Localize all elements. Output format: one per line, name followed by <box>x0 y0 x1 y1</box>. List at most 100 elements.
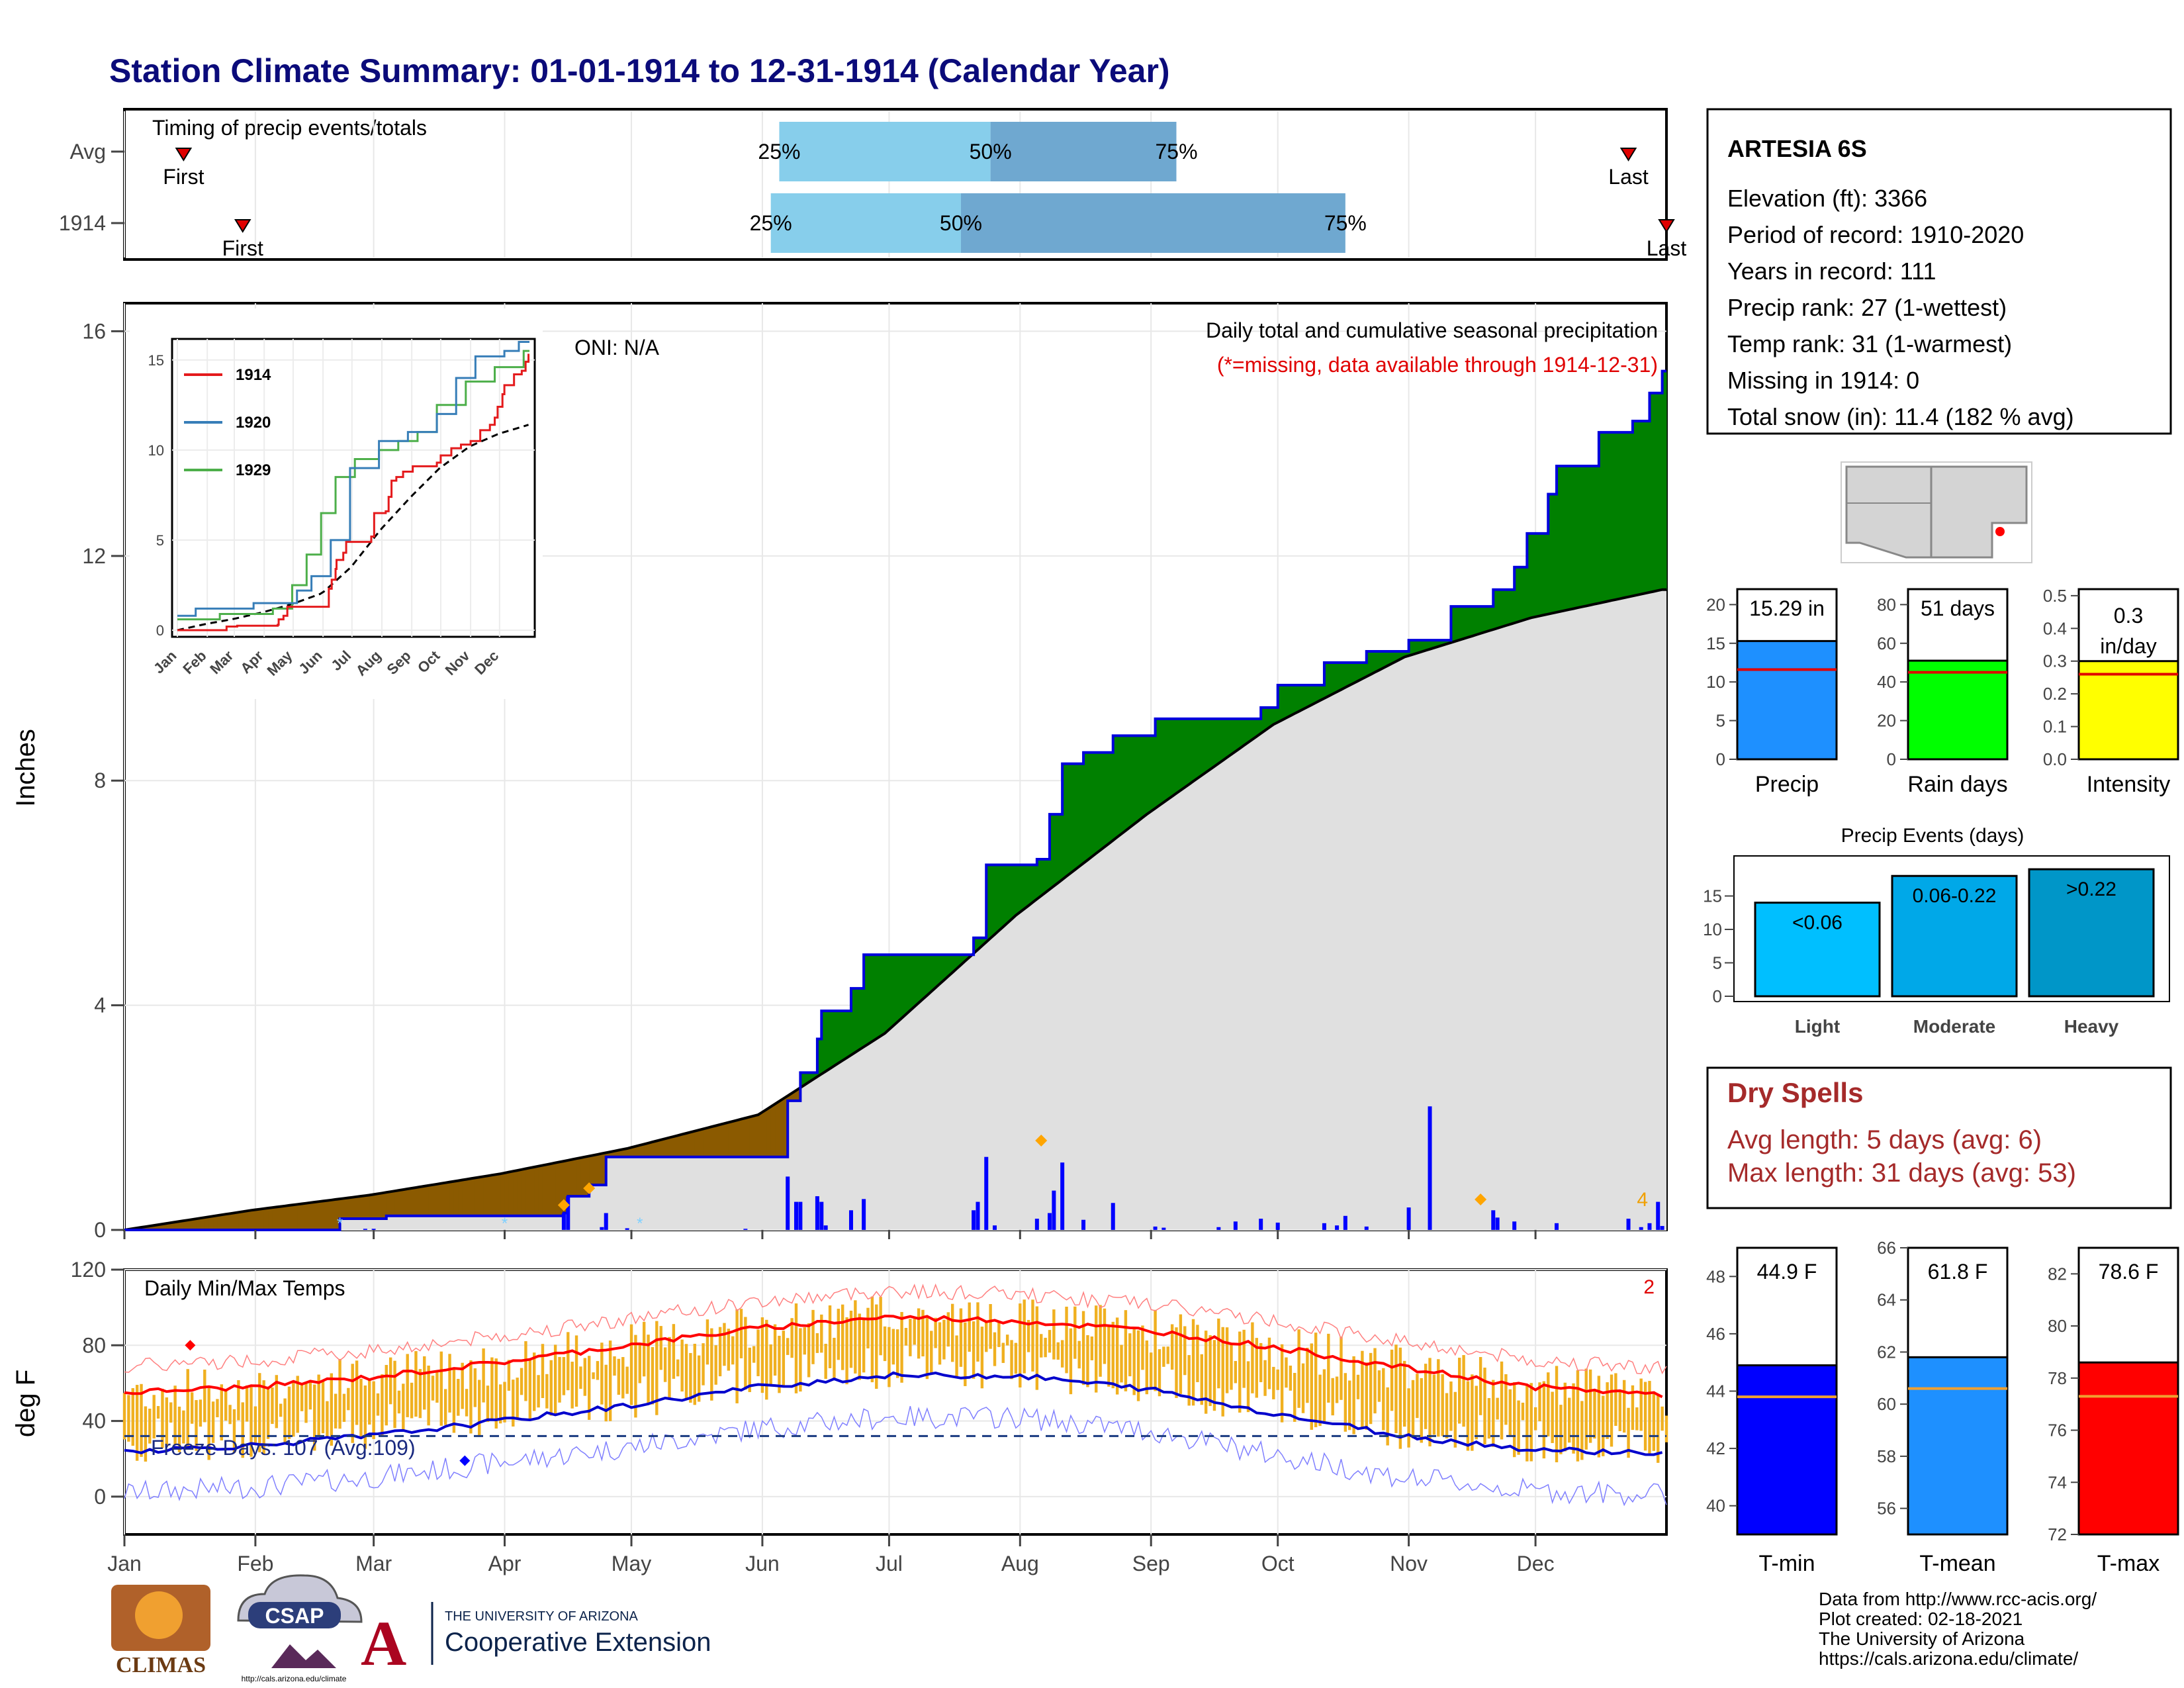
daily-temp-bar <box>553 1344 557 1414</box>
temp-stat-y-tick-label: 76 <box>2048 1421 2067 1440</box>
surplus-area <box>1539 533 1545 616</box>
surplus-area <box>910 955 915 1011</box>
daily-temp-bar <box>1348 1380 1351 1430</box>
surplus-area <box>1075 763 1080 870</box>
daily-temp-bar <box>1597 1376 1601 1458</box>
precip-y-tick-label: 12 <box>82 544 106 568</box>
surplus-area <box>1210 718 1215 770</box>
daily-temp-bar <box>195 1400 198 1451</box>
temp-stat-y-tick-label: 58 <box>1877 1446 1896 1466</box>
temp-stat-y-tick-label: 48 <box>1706 1266 1725 1286</box>
daily-temp-bar <box>1128 1333 1132 1377</box>
daily-temp-bar <box>156 1406 160 1419</box>
daily-temp-bar <box>989 1304 992 1349</box>
surplus-area <box>859 988 864 1050</box>
daily-temp-bar <box>1230 1343 1233 1390</box>
daily-temp-bar <box>1208 1335 1212 1407</box>
surplus-area <box>1565 466 1570 611</box>
temp-stat-value-label: 44.9 F <box>1757 1260 1817 1284</box>
month-label: Apr <box>488 1552 522 1575</box>
stat-y-tick-label: 10 <box>1706 672 1725 692</box>
surplus-area <box>1607 432 1612 602</box>
month-axis: Jan Feb Mar Apr May Jun Jul Aug Sep Oct Nov Dec <box>107 1230 1555 1575</box>
surplus-area <box>1383 651 1388 668</box>
daily-temp-bar <box>342 1393 346 1422</box>
timing-label: Timing of precip events/totals <box>152 116 427 140</box>
surplus-area <box>1066 763 1071 876</box>
daily-temp-bar <box>1584 1368 1588 1450</box>
surplus-area <box>1619 432 1625 599</box>
daily-temp-bar <box>705 1319 709 1365</box>
deficit-area <box>627 1147 632 1157</box>
stat-value-label: 15.29 in <box>1749 596 1825 620</box>
surplus-area <box>885 955 889 1034</box>
temp-stat-bar <box>1907 1356 2009 1536</box>
daily-temp-bar <box>909 1319 912 1356</box>
daily-temp-bar <box>439 1351 443 1426</box>
daily-temp-bar <box>1398 1347 1402 1449</box>
deficit-area <box>775 1101 780 1157</box>
deficit-area <box>741 1117 746 1157</box>
daily-temp-bar <box>950 1303 954 1362</box>
surplus-area <box>1015 865 1021 915</box>
daily-temp-bar <box>1044 1337 1047 1358</box>
precip-areas <box>124 369 1667 1231</box>
daily-temp-bar <box>317 1374 320 1436</box>
location-map <box>1841 461 2032 563</box>
deficit-area <box>623 1148 628 1157</box>
surplus-area <box>1244 718 1249 746</box>
surplus-area <box>1557 466 1561 612</box>
deficit-area <box>230 1213 235 1230</box>
daily-temp-bar <box>727 1329 731 1371</box>
surplus-area <box>1083 752 1088 864</box>
daily-temp-bar <box>296 1376 299 1433</box>
daily-temp-bar <box>1618 1390 1621 1431</box>
daily-temp-bar <box>1196 1325 1199 1382</box>
daily-temp-bar <box>587 1356 591 1420</box>
inset-legend-label: 1929 <box>236 461 271 479</box>
surplus-area <box>1615 432 1621 600</box>
inset-series-1929 <box>177 350 529 621</box>
timing-panel: Timing of precip events/totals Avg 25% 50%… <box>59 108 1686 261</box>
temp-stat-y-tick-label: 66 <box>1877 1238 1896 1258</box>
deficit-area <box>365 1195 370 1219</box>
deficit-area <box>213 1215 218 1230</box>
surplus-area <box>889 955 894 1030</box>
deficit-area <box>251 1209 256 1230</box>
first-event-marker-icon <box>175 148 193 162</box>
daily-temp-bar <box>579 1366 582 1389</box>
surplus-area <box>1109 752 1114 844</box>
deficit-area <box>331 1199 336 1230</box>
surplus-area <box>1653 393 1659 592</box>
daily-temp-bar <box>794 1303 798 1393</box>
daily-temp-bar <box>1077 1340 1081 1369</box>
daily-precip-bar <box>604 1213 608 1230</box>
daily-temp-bar <box>321 1381 325 1434</box>
surplus-area <box>1222 718 1228 761</box>
timing-q75-label: 75% <box>1324 211 1367 235</box>
surplus-area <box>876 955 882 1039</box>
daily-temp-bar <box>1272 1366 1275 1399</box>
surplus-area <box>1125 735 1130 831</box>
temp-stat-y-tick-label: 42 <box>1706 1438 1725 1458</box>
daily-temp-bar <box>376 1393 380 1416</box>
surplus-area <box>1185 718 1190 788</box>
daily-temp-bar <box>1352 1356 1355 1434</box>
daily-temp-bar <box>1483 1368 1486 1445</box>
surplus-area <box>1096 752 1101 854</box>
daily-precip-bar <box>798 1201 803 1230</box>
credit-line: Plot created: 02-18-2021 <box>1819 1609 2023 1629</box>
daily-temp-bar <box>765 1319 768 1400</box>
deficit-area <box>394 1190 400 1216</box>
daily-temp-bar <box>372 1381 375 1439</box>
daily-precip-bar <box>1335 1225 1340 1230</box>
daily-precip-bar <box>1495 1217 1500 1230</box>
credits: Data from http://www.rcc-acis.org/Plot c… <box>1819 1589 2097 1669</box>
daily-temp-bar <box>1095 1305 1098 1393</box>
daily-precip-bar <box>625 1228 629 1230</box>
deficit-area <box>724 1122 729 1157</box>
daily-temp-bar <box>541 1344 545 1399</box>
events-bar <box>1754 902 1881 998</box>
surplus-area <box>1658 393 1663 591</box>
daily-temp-bar <box>697 1355 701 1402</box>
